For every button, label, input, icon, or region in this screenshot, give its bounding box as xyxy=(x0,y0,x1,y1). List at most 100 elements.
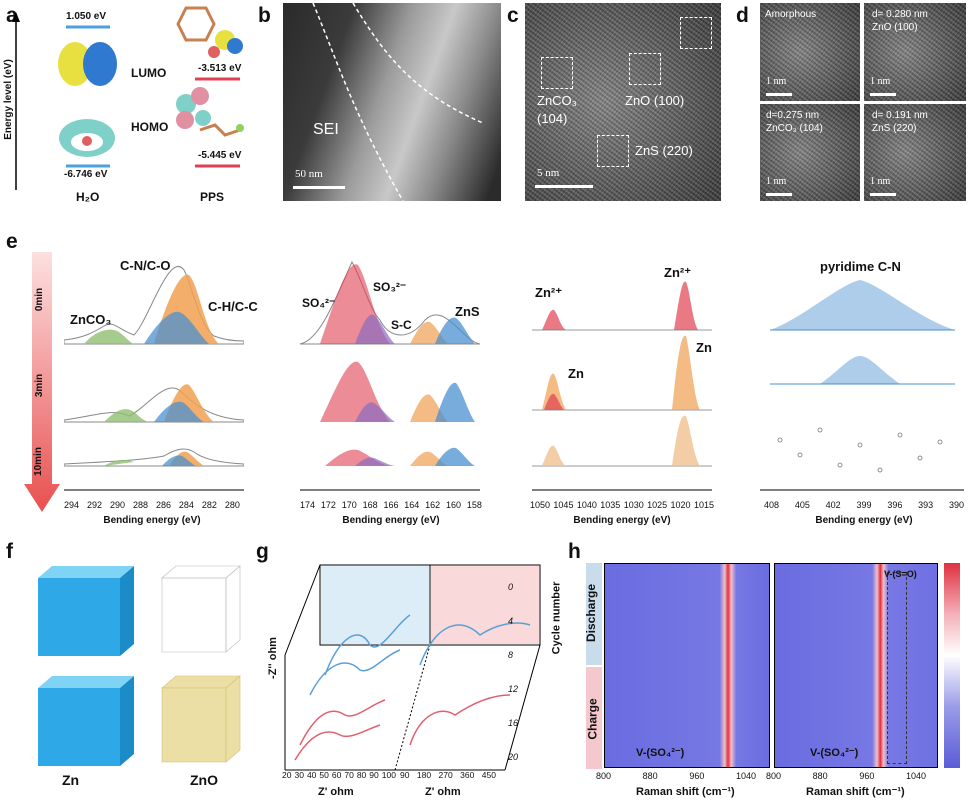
zn2p-tick: 1050 xyxy=(530,500,551,510)
h-tick: 1040 xyxy=(905,771,926,781)
h-tick: 880 xyxy=(812,771,828,781)
s2p-tick: 166 xyxy=(383,500,399,510)
h-so-label: V-(S=O) xyxy=(884,569,917,579)
cube-label-zno: ZnO xyxy=(190,772,218,788)
scale-bar-d1 xyxy=(766,93,792,96)
s2p-label-so4: SO₄²⁻ xyxy=(302,296,336,310)
g-y-axis-label: -Z'' ohm xyxy=(266,637,279,679)
znco3-label: ZnCO₃ xyxy=(537,93,577,108)
pps-label: PPS xyxy=(200,190,225,204)
s2p-tick: 172 xyxy=(320,500,336,510)
znco3-region-box xyxy=(541,57,573,89)
panel-label-b: b xyxy=(258,4,271,27)
zn2p-label-zn2-right: Zn²⁺ xyxy=(664,265,692,280)
zno-cube-top xyxy=(161,565,241,653)
zn2p-tick: 1045 xyxy=(553,500,574,510)
g-left-tick: 80 xyxy=(356,770,367,780)
sei-label: SEI xyxy=(313,121,339,138)
g-x-axis-label-right: Z' ohm xyxy=(425,786,461,798)
zns-plane: ZnS (220) xyxy=(872,123,917,134)
corner-region-box xyxy=(680,17,712,49)
g-left-tick: 60 xyxy=(331,770,342,780)
h-left-x-ticks: 800 880 960 1040 xyxy=(596,771,756,781)
panel-d-zns: d= 0.191 nm ZnS (220) 1 nm xyxy=(864,104,966,201)
panel-c-hrtem-image: ZnCO₃ (104) ZnO (100) ZnS (220) 5 nm xyxy=(525,3,721,201)
g-cycle-tick: 8 xyxy=(508,650,514,660)
panel-g-eis-plot xyxy=(284,564,541,771)
xps-zn2p-plot xyxy=(532,281,712,491)
n1s-tick: 396 xyxy=(887,500,903,510)
so-dashed-box xyxy=(887,572,907,764)
c1s-tick: 284 xyxy=(178,500,194,510)
zn2p-label-zn-left: Zn xyxy=(568,366,584,381)
g-cycle-tick: 12 xyxy=(508,684,519,694)
c1s-tick: 292 xyxy=(86,500,103,510)
xps-c1s-plot xyxy=(64,266,244,491)
h-tick: 960 xyxy=(689,771,705,781)
s2p-label-so3: SO₃²⁻ xyxy=(373,280,407,294)
scale-label-d4: 1 nm xyxy=(870,176,891,187)
scale-bar-c xyxy=(535,185,593,188)
c1s-tick: 294 xyxy=(64,500,80,510)
h2o-lumo-value: 1.050 eV xyxy=(66,11,107,22)
zn-cube-bottom xyxy=(38,676,134,766)
h-discharge-bar xyxy=(586,563,602,665)
g-cycle-tick: 4 xyxy=(508,616,514,626)
g-right-tick: 90 xyxy=(400,770,410,780)
zno-d-spacing: d= 0.280 nm xyxy=(872,9,928,20)
h-so4-label-left: V-(SO₄²⁻) xyxy=(636,747,685,759)
s2p-tick: 160 xyxy=(446,500,462,510)
h-discharge-label: Discharge xyxy=(584,583,599,643)
h-tick: 880 xyxy=(642,771,658,781)
h2o-label: H₂O xyxy=(76,190,100,204)
g-cycle-tick: 0 xyxy=(508,582,514,592)
panel-label-e: e xyxy=(6,230,18,253)
zn2p-tick: 1020 xyxy=(670,500,691,510)
znco3-plane: ZnCO₃ (104) xyxy=(766,123,823,134)
h2o-lumo-lobe-yellow xyxy=(58,42,92,86)
panel-f-cubes xyxy=(38,565,241,766)
panel-label-h: h xyxy=(568,540,581,563)
raman-map-right xyxy=(774,563,938,768)
h-right-x-ticks: 800 880 960 1040 xyxy=(766,771,926,781)
energy-axis-arrow xyxy=(12,12,20,22)
g-left-tick: 30 xyxy=(294,770,304,780)
zn2p-label-zn-right: Zn xyxy=(696,340,712,355)
y-axis-energy-label: Energy level (eV) xyxy=(2,59,14,140)
scale-bar-d3 xyxy=(766,193,792,196)
panel-label-c: c xyxy=(507,4,519,27)
zns-d-spacing: d= 0.191 nm xyxy=(872,110,928,121)
panel-d-zno: d= 0.280 nm ZnO (100) 1 nm xyxy=(864,3,966,101)
s2p-x-axis-label: Bending energy (eV) xyxy=(342,515,440,526)
n1s-label-pyridime: pyridime C-N xyxy=(820,259,901,274)
g-right-tick: 450 xyxy=(481,770,496,780)
s2p-tick: 168 xyxy=(362,500,378,510)
zns-region-box xyxy=(597,135,629,167)
n1s-tick: 399 xyxy=(856,500,872,510)
zn2p-tick: 1035 xyxy=(600,500,621,510)
panel-label-g: g xyxy=(256,540,269,563)
s2p-x-ticks: 174 172 170 168 166 164 162 160 158 xyxy=(300,500,482,510)
g-left-tick: 90 xyxy=(369,770,379,780)
scale-bar-d4 xyxy=(870,193,896,196)
lumo-label: LUMO xyxy=(131,66,167,80)
s2p-tick: 170 xyxy=(341,500,357,510)
pps-homo-orbital xyxy=(176,87,244,137)
c1s-label-znco3: ZnCO₃ xyxy=(70,312,112,327)
scale-label-c: 5 nm xyxy=(537,167,560,179)
h-charge-label: Charge xyxy=(585,698,600,740)
g-x-axis-label-left: Z' ohm xyxy=(318,786,354,798)
c1s-label-ch: C-H/C-C xyxy=(208,299,258,314)
n1s-x-ticks: 408 405 402 399 396 393 390 xyxy=(764,500,964,510)
pps-homo-value: -5.445 eV xyxy=(198,150,242,161)
g-left-tick: 20 xyxy=(282,770,292,780)
n1s-tick: 405 xyxy=(794,500,810,510)
panel-label-d: d xyxy=(736,4,749,27)
h2o-homo-value: -6.746 eV xyxy=(64,169,108,180)
panel-b-tem-image: SEI 50 nm xyxy=(283,3,501,201)
panel-d-znco3: d=0.275 nm ZnCO₃ (104) 1 nm xyxy=(760,104,860,201)
panel-label-a: a xyxy=(6,4,18,27)
g-left-tick: 70 xyxy=(344,770,354,780)
zns-label: ZnS (220) xyxy=(635,143,693,158)
time-arrow xyxy=(24,252,60,512)
